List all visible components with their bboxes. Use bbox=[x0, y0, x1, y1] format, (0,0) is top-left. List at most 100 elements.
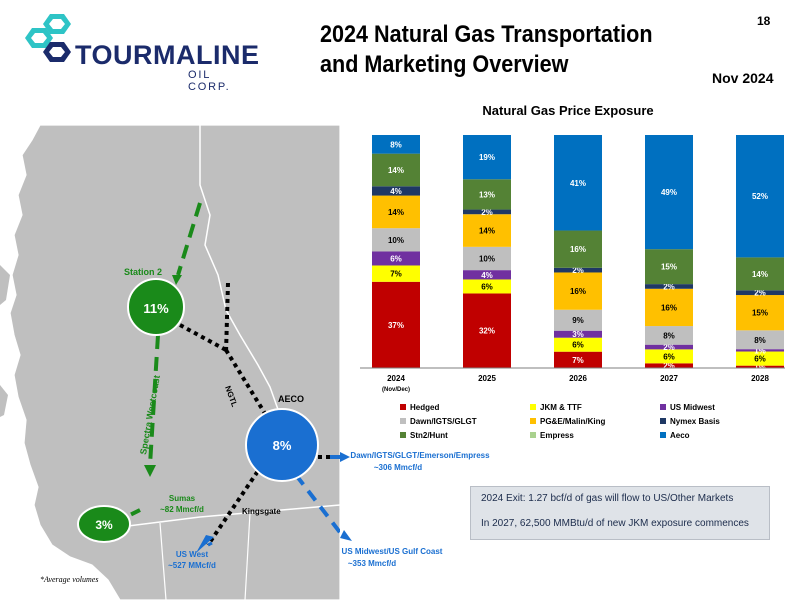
info-line-exit: 2024 Exit: 1.27 bcf/d of gas will flow t… bbox=[481, 493, 734, 504]
bar-segment-stn2-hunt bbox=[645, 249, 693, 285]
bar-data-label: 7% bbox=[390, 270, 402, 279]
aeco-label: AECO bbox=[278, 394, 304, 404]
bar-segment-hedged bbox=[736, 365, 784, 368]
bar-segment-hedged bbox=[554, 351, 602, 368]
bar-data-label: 6% bbox=[390, 254, 402, 263]
bar-segment-us-midwest bbox=[463, 270, 511, 280]
bar-segment-pg-e-malin-king bbox=[372, 195, 420, 229]
bar-data-label: 8% bbox=[390, 140, 402, 149]
chart-title: Natural Gas Price Exposure bbox=[482, 103, 653, 118]
bar-data-label: 16% bbox=[570, 287, 586, 296]
bar-data-label: 13% bbox=[479, 190, 495, 199]
bar-segment-stn2-hunt bbox=[554, 230, 602, 268]
bar-segment-dawn-igts-glgt bbox=[736, 330, 784, 350]
bar-data-label: 14% bbox=[388, 166, 404, 175]
bar-segment-nymex-basis bbox=[554, 267, 602, 273]
bar-segment-nymex-basis bbox=[372, 186, 420, 196]
bar-segment-jkm-ttf bbox=[463, 279, 511, 294]
bar-data-label: 16% bbox=[570, 245, 586, 254]
bar-data-label: 10% bbox=[388, 236, 404, 245]
bar-segment-nymex-basis bbox=[463, 209, 511, 215]
sumas-pct: 3% bbox=[95, 518, 113, 532]
footnote: *Average volumes bbox=[40, 575, 99, 584]
bar-data-label: 2% bbox=[754, 289, 766, 298]
legend-label: Hedged bbox=[410, 403, 439, 412]
bar-segment-hedged bbox=[372, 281, 420, 368]
bar-segment-aeco bbox=[736, 135, 784, 258]
bar-data-label: 4% bbox=[481, 271, 493, 280]
uswest-line bbox=[207, 541, 213, 547]
uswest-label-line1: US West bbox=[176, 550, 209, 559]
bar-segment-pg-e-malin-king bbox=[554, 272, 602, 310]
ngtl-north-line bbox=[224, 282, 230, 354]
aeco-pct: 8% bbox=[273, 438, 292, 453]
legend-label: Aeco bbox=[670, 431, 690, 440]
bar-segment-dawn-igts-glgt bbox=[463, 246, 511, 271]
legend-swatch bbox=[400, 404, 406, 410]
usmidwest-line bbox=[294, 473, 340, 536]
bar-segment-aeco bbox=[372, 135, 420, 154]
bar-segment-jkm-ttf bbox=[736, 351, 784, 366]
legend-label: PG&E/Malin/King bbox=[540, 417, 605, 426]
x-tick-label: 2027 bbox=[660, 374, 678, 383]
bar-data-label: 16% bbox=[661, 303, 677, 312]
bar-data-label: 2% bbox=[663, 282, 675, 291]
hexagon-logo-icon bbox=[25, 14, 71, 62]
bar-segment-jkm-ttf bbox=[645, 349, 693, 364]
bar-segment-hedged bbox=[463, 293, 511, 368]
bar-data-label: 15% bbox=[661, 263, 677, 272]
bar-segment-nymex-basis bbox=[736, 290, 784, 296]
legend-label: JKM & TTF bbox=[540, 403, 582, 412]
bar-data-label: 2% bbox=[481, 208, 493, 217]
arrow-icon bbox=[196, 535, 214, 553]
bar-data-label: 9% bbox=[572, 316, 584, 325]
legend-swatch bbox=[400, 432, 406, 438]
bar-data-label: 37% bbox=[388, 321, 404, 330]
x-tick-label: 2024 bbox=[387, 374, 405, 383]
bar-data-label: 8% bbox=[663, 331, 675, 340]
bar-data-label: 6% bbox=[572, 341, 584, 350]
bar-data-label: 4% bbox=[390, 187, 402, 196]
bar-data-label: 2% bbox=[663, 343, 675, 352]
legend-swatch bbox=[660, 404, 666, 410]
bar-data-label: 1% bbox=[754, 363, 766, 372]
bar-data-label: 8% bbox=[754, 336, 766, 345]
bar-segment-jkm-ttf bbox=[372, 265, 420, 282]
ngtl-west-line bbox=[179, 323, 227, 352]
bar-data-label: 52% bbox=[752, 192, 768, 201]
page-title: 2024 Natural Gas Transportation and Mark… bbox=[320, 20, 698, 80]
spectra-north-line bbox=[176, 202, 202, 276]
chart-legend: Hedged JKM & TTF US Midwest Dawn/IGTS/GLGT P… bbox=[400, 403, 720, 440]
page-title-line2: and Marketing Overview bbox=[320, 51, 569, 78]
bar-segment-aeco bbox=[645, 135, 693, 250]
price-exposure-chart: Natural Gas Price Exposure 37% 7% 6% 10% 14%… bbox=[360, 103, 785, 440]
bar-segment-us-midwest bbox=[554, 330, 602, 338]
arrow-down-icon bbox=[144, 465, 156, 477]
bar-segment-hedged bbox=[645, 363, 693, 368]
x-axis-labels: 2024 (Nov/Dec) 2025 2026 2027 2028 bbox=[382, 374, 769, 393]
info-box: 2024 Exit: 1.27 bcf/d of gas will flow t… bbox=[470, 486, 770, 540]
x-tick-label: 2026 bbox=[569, 374, 587, 383]
bar-segment-us-midwest bbox=[372, 251, 420, 266]
bar-segment-aeco bbox=[554, 135, 602, 231]
bar-segment-stn2-hunt bbox=[736, 257, 784, 291]
x-tick-label: 2028 bbox=[751, 374, 769, 383]
bar-segment-dawn-igts-glgt bbox=[645, 326, 693, 345]
bar-data-label: 2% bbox=[663, 362, 675, 371]
bar-data-label: 3% bbox=[572, 330, 584, 339]
logo-wordmark: TOURMALINE bbox=[75, 40, 260, 70]
bar-segment-stn2-hunt bbox=[463, 179, 511, 210]
bar-data-label: 14% bbox=[388, 208, 404, 217]
legend-swatch bbox=[660, 418, 666, 424]
bar-data-label: 7% bbox=[572, 356, 584, 365]
bar-segment-us-midwest bbox=[736, 349, 784, 352]
bar-data-label: 6% bbox=[481, 282, 493, 291]
legend-label: Dawn/IGTS/GLGT bbox=[410, 417, 477, 426]
bar-data-label: 6% bbox=[754, 355, 766, 364]
arrow-down-icon bbox=[172, 275, 182, 285]
info-line-jkm: In 2027, 62,500 MMBtu/d of new JKM expos… bbox=[481, 518, 749, 529]
bar-data-label: 49% bbox=[661, 188, 677, 197]
sumas-label-line1: Sumas bbox=[169, 494, 196, 503]
bar-segment-nymex-basis bbox=[645, 284, 693, 289]
bar-segment-stn2-hunt bbox=[372, 153, 420, 187]
